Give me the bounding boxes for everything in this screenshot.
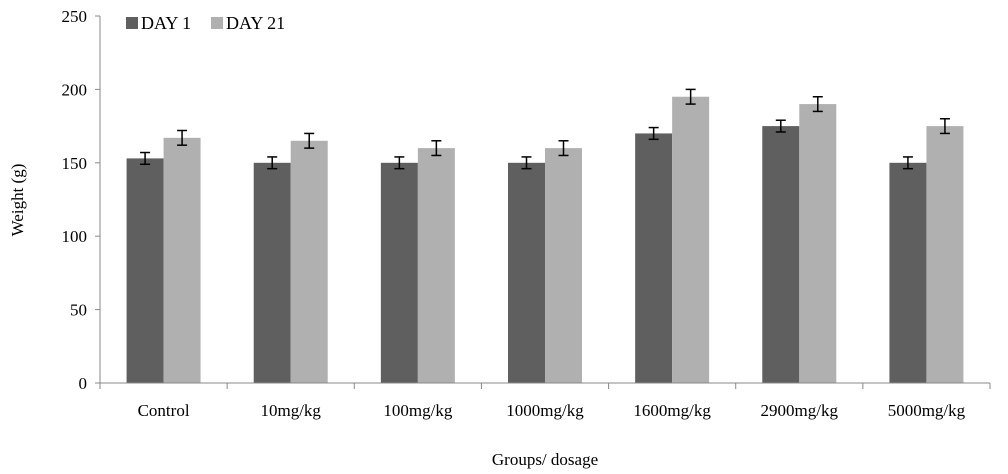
legend-swatch [211,17,223,29]
x-tick-label: 10mg/kg [260,401,321,420]
legend-item: DAY 1 [126,13,191,33]
bar [635,133,673,383]
bar [672,96,710,384]
bar [126,158,164,383]
error-bar [177,129,188,146]
error-bar [902,156,913,170]
bar [290,140,328,383]
error-bar [267,156,278,170]
y-tick-label: 150 [62,154,88,173]
error-bar [648,126,659,141]
y-tick-label: 50 [70,301,87,320]
y-tick-label: 250 [62,7,88,26]
error-bar [521,156,532,170]
bars-layer [126,96,964,384]
bar [545,148,582,383]
bar [253,162,291,383]
error-bar [304,132,315,149]
x-tick-label: 1000mg/kg [506,401,584,420]
x-tick-label: 5000mg/kg [888,401,966,420]
y-tick-label: 0 [79,374,88,393]
error-bar [558,140,569,157]
x-tick-label: 100mg/kg [383,401,452,420]
error-bar [140,151,151,166]
x-axis-title: Groups/ dosage [492,450,598,469]
legend: DAY 1 DAY 21 [126,13,285,33]
bar [762,126,800,383]
error-bar [812,95,823,113]
bar [889,162,927,383]
legend-item: DAY 21 [211,13,285,33]
error-bar [394,156,405,170]
bar [380,162,418,383]
error-bar [775,119,786,133]
axes-layer [99,16,990,384]
x-ticks-layer: Control 10mg/kg 100mg/kg 1000mg/kg 1600mg/kg… [99,383,991,420]
bar [926,126,964,383]
y-axis-title: Weight (g) [8,164,27,237]
x-tick-label: Control [138,401,190,420]
error-bar [431,140,442,157]
x-tick-label: 1600mg/kg [633,401,711,420]
bar [799,104,837,383]
legend-label: DAY 1 [141,13,191,33]
bar [508,162,545,383]
bar [417,148,455,383]
y-tick-label: 100 [62,227,88,246]
bar [163,137,201,383]
legend-label: DAY 21 [226,13,285,33]
legend-swatch [126,17,138,29]
error-bars-layer [140,88,950,170]
error-bar [685,88,696,105]
error-bar [939,118,950,135]
x-tick-label: 2900mg/kg [761,401,839,420]
y-tick-label: 200 [62,80,88,99]
y-ticks-layer: 0 50 100 150 200 250 [62,7,100,393]
